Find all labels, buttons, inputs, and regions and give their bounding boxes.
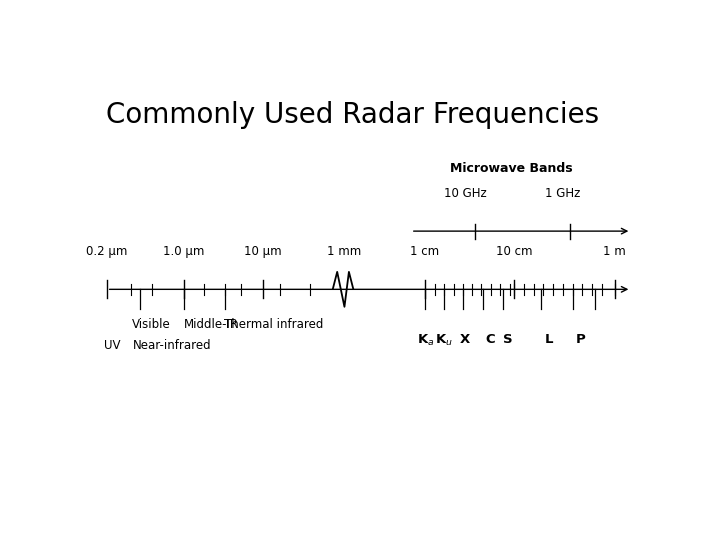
Text: K$_u$: K$_u$ — [436, 333, 454, 348]
Text: Visible: Visible — [132, 319, 171, 332]
Text: Thermal infrared: Thermal infrared — [225, 319, 324, 332]
Text: P: P — [576, 333, 586, 346]
Text: K$_a$: K$_a$ — [417, 333, 435, 348]
Text: 1.0 μm: 1.0 μm — [163, 245, 204, 258]
Text: X: X — [460, 333, 470, 346]
Text: UV: UV — [104, 339, 120, 352]
Text: L: L — [544, 333, 553, 346]
Text: 10 μm: 10 μm — [244, 245, 282, 258]
Text: 10 GHz: 10 GHz — [444, 187, 487, 200]
Text: S: S — [503, 333, 512, 346]
Text: Middle-IR: Middle-IR — [184, 319, 239, 332]
Text: 1 mm: 1 mm — [327, 245, 361, 258]
Text: 1 GHz: 1 GHz — [546, 187, 581, 200]
Text: Microwave Bands: Microwave Bands — [450, 162, 572, 175]
Text: C: C — [486, 333, 495, 346]
Text: Commonly Used Radar Frequencies: Commonly Used Radar Frequencies — [106, 100, 599, 129]
Text: Near-infrared: Near-infrared — [133, 339, 212, 352]
Text: 0.2 μm: 0.2 μm — [86, 245, 127, 258]
Text: 1 m: 1 m — [603, 245, 626, 258]
Text: 10 cm: 10 cm — [496, 245, 532, 258]
Text: 1 cm: 1 cm — [410, 245, 439, 258]
